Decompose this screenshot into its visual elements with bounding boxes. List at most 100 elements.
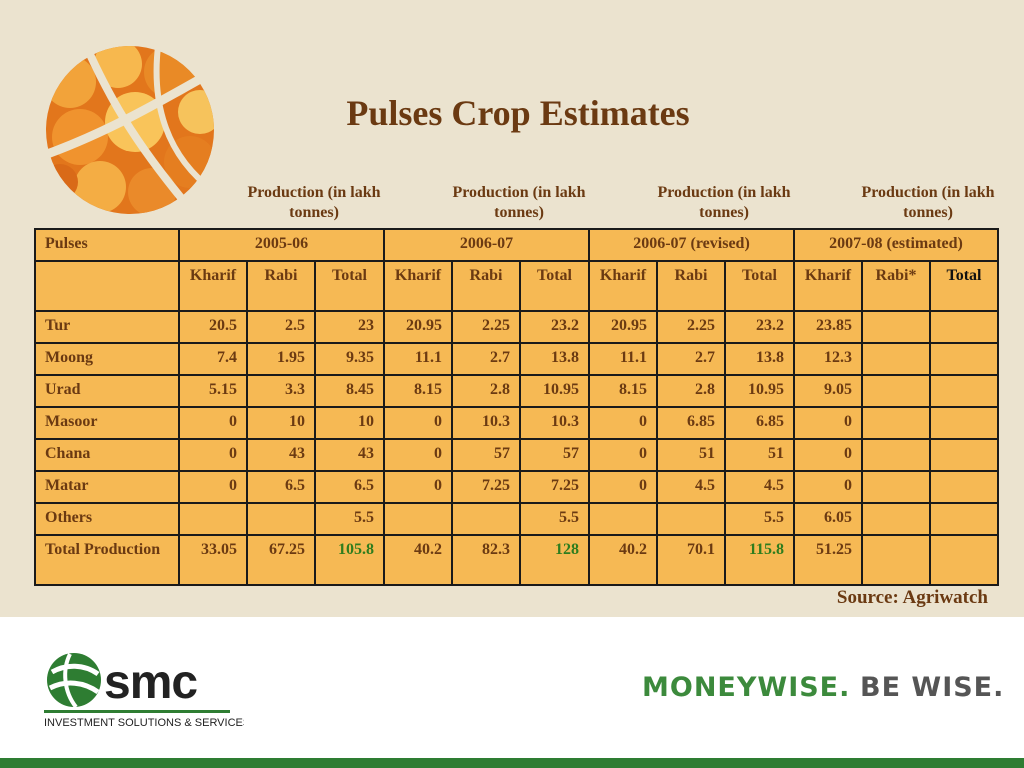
value-cell: 43 (246, 438, 316, 472)
value-cell: 0 (383, 438, 453, 472)
value-cell: 10.95 (519, 374, 590, 408)
value-cell (929, 374, 999, 408)
value-cell (861, 310, 931, 344)
value-cell: 51.25 (793, 534, 863, 586)
value-cell: 9.35 (314, 342, 385, 376)
page-title: Pulses Crop Estimates (346, 93, 690, 133)
value-cell: 6.5 (314, 470, 385, 504)
value-cell: 43 (314, 438, 385, 472)
value-cell: 10 (246, 406, 316, 440)
subheader-cell: Kharif (383, 260, 453, 312)
value-cell: 0 (178, 406, 248, 440)
row-label-cell: Total Production (34, 534, 180, 586)
value-cell: 0 (383, 406, 453, 440)
value-cell: 7.25 (519, 470, 590, 504)
value-cell: 67.25 (246, 534, 316, 586)
value-cell: 0 (793, 438, 863, 472)
value-cell: 8.45 (314, 374, 385, 408)
subheader-cell: Rabi (451, 260, 521, 312)
header-cell: Pulses (34, 228, 180, 262)
value-cell: 2.8 (451, 374, 521, 408)
source-note: Source: Agriwatch (836, 587, 988, 608)
value-cell: 5.5 (519, 502, 590, 536)
production-label-2006-07-revised: Production (in lakh tonnes) (657, 184, 791, 221)
row-label-cell: Urad (34, 374, 180, 408)
value-cell: 11.1 (383, 342, 453, 376)
value-cell (861, 438, 931, 472)
pulses-estimates-table: Pulses 2005-06 2006-07 2006-07 (revised)… (34, 228, 999, 586)
table-row: Others 5.5 5.5 5.5 6.05 (34, 502, 999, 536)
value-cell (861, 470, 931, 504)
value-cell (246, 502, 316, 536)
value-cell: 1.95 (246, 342, 316, 376)
table-row: Total Production 33.05 67.25 105.8 40.2 82.3 1… (34, 534, 999, 586)
table-row: Chana 0 43 43 0 57 57 0 51 51 0 (34, 438, 999, 472)
table-row: Moong 7.4 1.95 9.35 11.1 2.7 13.8 11.1 2.7 13.8 12… (34, 342, 999, 376)
value-cell: 10.3 (519, 406, 590, 440)
row-label-cell: Tur (34, 310, 180, 344)
value-cell: 33.05 (178, 534, 248, 586)
value-cell: 2.7 (451, 342, 521, 376)
value-cell: 51 (656, 438, 726, 472)
value-cell: 5.5 (724, 502, 795, 536)
value-cell: 0 (588, 470, 658, 504)
value-cell: 8.15 (588, 374, 658, 408)
value-cell: 20.95 (588, 310, 658, 344)
value-cell: 20.5 (178, 310, 248, 344)
smc-brand-subtitle: INVESTMENT SOLUTIONS & SERVICES (44, 717, 244, 729)
value-cell (929, 534, 999, 586)
subheader-cell: Rabi (246, 260, 316, 312)
value-cell: 0 (588, 406, 658, 440)
value-cell: 40.2 (383, 534, 453, 586)
subheader-cell: Total (724, 260, 795, 312)
value-cell: 51 (724, 438, 795, 472)
value-cell: 2.25 (451, 310, 521, 344)
table-row: Urad 5.15 3.3 8.45 8.15 2.8 10.95 8.15 2.8 10.95 9… (34, 374, 999, 408)
table-row: Matar 0 6.5 6.5 0 7.25 7.25 0 4.5 4.5 0 (34, 470, 999, 504)
value-cell: 6.05 (793, 502, 863, 536)
value-cell: 7.4 (178, 342, 248, 376)
value-cell (929, 342, 999, 376)
header-cell: 2007-08 (estimated) (793, 228, 999, 262)
value-cell: 2.25 (656, 310, 726, 344)
value-cell: 11.1 (588, 342, 658, 376)
header-cell: 2006-07 (revised) (588, 228, 795, 262)
value-cell: 6.85 (724, 406, 795, 440)
value-cell: 0 (793, 470, 863, 504)
row-label-cell: Matar (34, 470, 180, 504)
value-cell: 0 (178, 470, 248, 504)
value-cell: 10.3 (451, 406, 521, 440)
value-cell (861, 502, 931, 536)
value-cell: 40.2 (588, 534, 658, 586)
subheader-cell: Total (519, 260, 590, 312)
value-cell: 0 (793, 406, 863, 440)
value-cell: 0 (178, 438, 248, 472)
value-cell (929, 502, 999, 536)
value-cell (451, 502, 521, 536)
value-cell: 5.15 (178, 374, 248, 408)
value-cell: 8.15 (383, 374, 453, 408)
subheader-cell: Kharif (588, 260, 658, 312)
subheader-cell: Rabi (656, 260, 726, 312)
table-subheader-row: Kharif Rabi Total Kharif Rabi Total Khar… (34, 260, 999, 312)
value-cell: 13.8 (519, 342, 590, 376)
value-cell (861, 342, 931, 376)
value-cell: 4.5 (656, 470, 726, 504)
value-cell (929, 406, 999, 440)
subheader-cell: Kharif (178, 260, 248, 312)
value-cell (656, 502, 726, 536)
table-row: Masoor 0 10 10 0 10.3 10.3 0 6.85 6.85 0 (34, 406, 999, 440)
value-cell (178, 502, 248, 536)
value-cell: 57 (519, 438, 590, 472)
tagline-be-wise: BE WISE. (859, 672, 1005, 703)
value-cell: 10 (314, 406, 385, 440)
value-cell: 105.8 (314, 534, 385, 586)
value-cell (861, 534, 931, 586)
subheader-cell: Rabi* (861, 260, 931, 312)
tagline: MONEYWISE. BE WISE. (642, 672, 1004, 703)
smc-logo: smc INVESTMENT SOLUTIONS & SERVICES (44, 653, 244, 729)
subheader-cell (34, 260, 180, 312)
value-cell: 3.3 (246, 374, 316, 408)
value-cell: 2.8 (656, 374, 726, 408)
smc-globe-icon (47, 653, 101, 707)
